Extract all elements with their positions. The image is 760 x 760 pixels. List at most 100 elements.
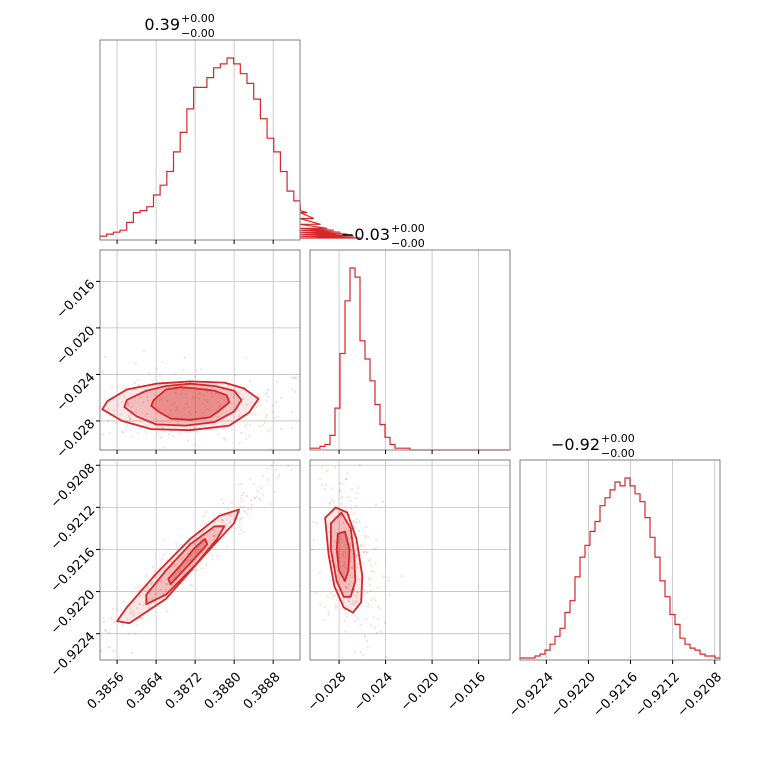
sample-point (359, 544, 362, 547)
sample-point (244, 511, 247, 513)
sample-point (363, 544, 365, 547)
sample-point (216, 384, 219, 386)
sample-point (180, 557, 183, 560)
sample-point (186, 403, 188, 405)
sample-point (338, 490, 341, 493)
contour-fill (168, 538, 208, 585)
sample-point (200, 551, 203, 554)
sample-point (339, 488, 341, 491)
sample-point (238, 512, 241, 515)
sample-point (333, 540, 336, 543)
sample-point (129, 611, 132, 614)
sample-point (224, 438, 227, 441)
sample-point (106, 646, 109, 649)
sample-point (192, 396, 195, 398)
sample-point (367, 535, 370, 538)
sample-point (182, 572, 185, 575)
sample-point (351, 602, 353, 605)
sample-point (334, 604, 337, 607)
title-lower-error: −0.00 (601, 447, 635, 460)
sample-point (145, 431, 148, 434)
sample-point (258, 425, 261, 428)
sample-point (230, 514, 233, 517)
sample-point (204, 523, 207, 526)
sample-point (291, 388, 294, 391)
sample-point (363, 563, 366, 565)
sample-point (354, 555, 357, 558)
sample-point (221, 520, 224, 523)
axes-frame (309, 459, 511, 661)
sample-point (146, 588, 149, 591)
contour-line (145, 525, 226, 606)
sample-point (259, 486, 262, 489)
sample-point (352, 582, 355, 585)
sample-point (160, 436, 162, 439)
sample-point (166, 610, 169, 613)
sample-point (346, 616, 349, 618)
sample-point (345, 552, 347, 555)
sample-point (331, 487, 334, 490)
sample-point (178, 422, 181, 425)
sample-point (159, 566, 162, 569)
axes-frame (99, 249, 301, 451)
sample-point (374, 599, 377, 602)
sample-point (355, 600, 358, 603)
sample-point (228, 521, 231, 523)
sample-point (187, 552, 190, 555)
sample-point (131, 612, 134, 615)
sample-point (219, 406, 222, 409)
sample-point (258, 498, 261, 500)
sample-point (340, 502, 343, 505)
contour-fill (336, 531, 350, 582)
sample-point (199, 538, 202, 541)
sample-point (344, 585, 347, 588)
sample-point (138, 589, 141, 592)
sample-point (182, 369, 185, 372)
sample-point (111, 608, 114, 610)
sample-point (126, 404, 129, 407)
sample-point (319, 478, 322, 481)
sample-point (166, 399, 169, 402)
sample-point (250, 499, 253, 502)
sample-point (102, 616, 105, 619)
sample-point (148, 591, 151, 594)
sample-point (348, 600, 351, 603)
sample-point (102, 620, 105, 623)
sample-point (266, 467, 269, 470)
sample-point (344, 630, 347, 633)
sample-point (216, 428, 219, 431)
sample-point (329, 579, 332, 582)
sample-point (352, 520, 355, 523)
sample-point (101, 433, 104, 436)
sample-point (345, 547, 348, 550)
sample-point (356, 591, 359, 594)
sample-point (359, 651, 362, 653)
x-tick-label: −0.028 (305, 670, 350, 715)
sample-point (242, 397, 245, 400)
histogram-title-value: −0.92 (551, 435, 600, 454)
sample-point (340, 497, 343, 500)
sample-point (188, 565, 191, 567)
sample-point (267, 430, 270, 433)
sample-point (345, 543, 347, 546)
sample-point (249, 478, 252, 480)
sample-point (248, 380, 251, 383)
sample-point (237, 483, 240, 486)
sample-point (365, 618, 368, 621)
sample-point (290, 411, 293, 414)
sample-point (248, 435, 251, 438)
sample-point (221, 518, 224, 521)
sample-point (294, 377, 297, 380)
y-tick-label: −0.9224 (48, 629, 98, 679)
sample-point (330, 559, 333, 562)
sample-point (165, 589, 168, 592)
sample-point (121, 624, 124, 627)
histogram-line (309, 267, 510, 451)
sample-point (358, 520, 361, 523)
title-lower-error: −0.00 (391, 237, 425, 250)
sample-point (356, 566, 358, 569)
sample-point (374, 562, 377, 565)
sample-point (372, 597, 375, 600)
sample-point (329, 501, 332, 504)
